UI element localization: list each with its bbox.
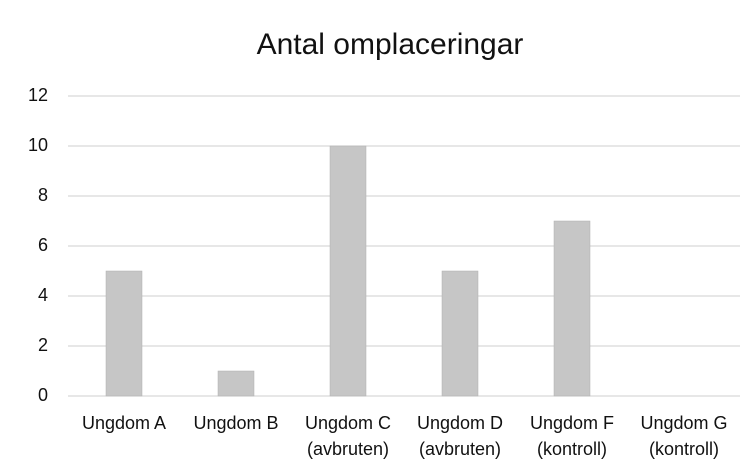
y-tick-label: 8: [38, 185, 48, 205]
x-tick-label-line: Ungdom D: [417, 413, 503, 433]
bar: [105, 270, 143, 397]
x-tick-label-line: (avbruten): [419, 439, 501, 459]
y-tick-label: 10: [28, 135, 48, 155]
y-tick-label: 4: [38, 285, 48, 305]
x-tick-label-line: (kontroll): [649, 439, 719, 459]
x-tick-label: Ungdom F (kontroll): [530, 413, 614, 459]
x-tick-label: Ungdom G (kontroll): [640, 413, 727, 459]
y-tick-label: 2: [38, 335, 48, 355]
x-tick-label-line: Ungdom A: [82, 413, 166, 433]
x-tick-label: Ungdom A: [82, 413, 166, 433]
x-tick-label-line: Ungdom C: [305, 413, 391, 433]
bar: [217, 370, 255, 397]
x-tick-label-line: (avbruten): [307, 439, 389, 459]
x-tick-label: Ungdom B: [193, 413, 278, 433]
x-tick-label-line: Ungdom B: [193, 413, 278, 433]
bar: [553, 220, 591, 397]
bar: [441, 270, 479, 397]
y-tick-label: 6: [38, 235, 48, 255]
x-tick-label-line: Ungdom G: [640, 413, 727, 433]
bar: [329, 145, 367, 397]
x-tick-label: Ungdom D (avbruten): [417, 413, 503, 459]
x-tick-label-line: (kontroll): [537, 439, 607, 459]
x-tick-label: Ungdom C (avbruten): [305, 413, 391, 459]
x-tick-label-line: Ungdom F: [530, 413, 614, 433]
y-tick-label: 0: [38, 385, 48, 405]
chart-title: Antal omplaceringar: [257, 28, 524, 61]
y-tick-label: 12: [28, 85, 48, 105]
